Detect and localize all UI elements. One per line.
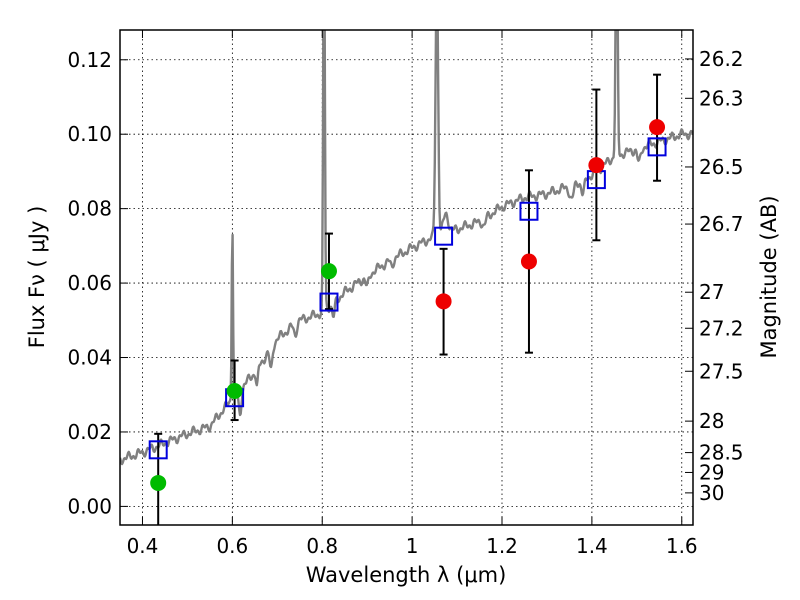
right-tick-label: 27	[699, 280, 724, 304]
y-axis-label: Flux Fν ( μJy )	[25, 206, 49, 349]
model-square-point	[148, 440, 168, 460]
x-tick-label: 1.6	[666, 534, 698, 558]
model-square-point	[319, 292, 339, 312]
y-tick-label: 0.12	[67, 48, 112, 72]
right-tick-label: 26.5	[699, 155, 744, 179]
plot-background	[120, 30, 693, 525]
right-tick-label: 26.7	[699, 212, 744, 236]
model-square-point	[519, 201, 539, 221]
right-tick-label: 28	[699, 409, 724, 433]
x-tick-label: 1.2	[486, 534, 518, 558]
green-data-point	[226, 383, 243, 400]
right-axis-label: Magnitude (AB)	[757, 195, 781, 358]
model-square-point	[434, 226, 454, 246]
right-tick-label: 26.3	[699, 86, 744, 110]
data-marks	[148, 73, 667, 525]
x-tick-label: 0.8	[306, 534, 338, 558]
right-tick-label: 29	[699, 460, 724, 484]
y-tick-label: 0.06	[67, 271, 112, 295]
y-tick-label: 0.02	[67, 420, 112, 444]
x-tick-label: 1.4	[576, 534, 608, 558]
right-tick-label: 27.5	[699, 359, 744, 383]
red-data-point	[588, 157, 605, 174]
red-data-point	[520, 253, 537, 270]
green-data-point	[320, 263, 337, 280]
x-tick-label: 0.4	[127, 534, 159, 558]
y-tick-label: 0.00	[67, 494, 112, 518]
green-data-point	[150, 474, 167, 491]
right-tick-label: 30	[699, 481, 724, 505]
y-tick-label: 0.04	[67, 346, 112, 370]
red-data-point	[649, 119, 666, 136]
x-axis-label: Wavelength λ (μm)	[306, 563, 507, 587]
red-data-point	[435, 293, 452, 310]
y-tick-label: 0.10	[67, 122, 112, 146]
x-tick-label: 1	[406, 534, 419, 558]
x-tick-label: 0.6	[216, 534, 248, 558]
right-tick-label: 28.5	[699, 441, 744, 465]
model-square-point	[647, 137, 667, 157]
y-tick-label: 0.08	[67, 197, 112, 221]
plot-frame	[119, 29, 694, 526]
right-tick-label: 26.2	[699, 47, 744, 71]
axis-ticks: 0.4 0.6 0.8 1 1.2 1.4 1.6 0.00 0.02 0.04 0.06 0.08 0…	[67, 30, 744, 558]
right-tick-label: 27.2	[699, 316, 744, 340]
